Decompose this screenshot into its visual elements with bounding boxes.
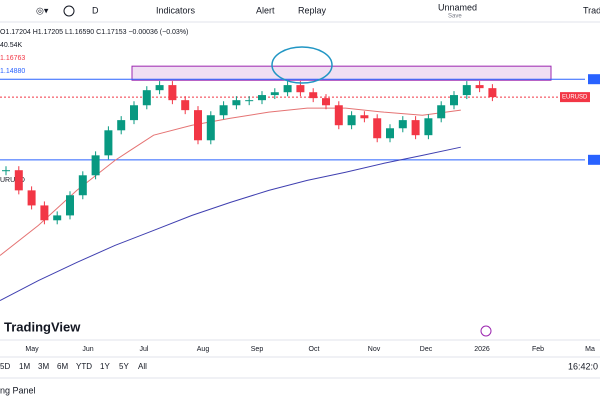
range-button[interactable]: YTD: [76, 362, 92, 371]
candle: [14, 170, 23, 191]
candle: [155, 85, 164, 91]
candle: [450, 95, 458, 106]
time-label: Jun: [82, 346, 93, 353]
candle: [117, 120, 126, 131]
layout-name[interactable]: Unnamed: [438, 2, 477, 12]
level-tag: [588, 154, 600, 165]
candle: [53, 215, 62, 221]
candle: [347, 115, 356, 126]
brand: TradingView: [4, 319, 81, 334]
replay-button[interactable]: Replay: [298, 5, 327, 15]
ohlc-legend: O1.17204 H1.17205 L1.16590 C1.17153 −0.0…: [0, 29, 188, 36]
ma-fast-line: [0, 107, 461, 256]
candle: [424, 118, 433, 136]
candle: [334, 105, 343, 126]
level-tag: [588, 74, 600, 85]
time-label: May: [25, 346, 39, 353]
add-symbol[interactable]: [63, 5, 75, 17]
candle: [219, 105, 228, 116]
candle: [66, 195, 74, 216]
candle: [91, 155, 100, 176]
price-tag: EURUSD: [562, 95, 588, 101]
candle: [283, 85, 292, 93]
indicators-button[interactable]: Indicators: [156, 5, 196, 15]
candle: [309, 92, 318, 99]
range-button[interactable]: 3M: [38, 362, 49, 371]
candle: [373, 118, 382, 139]
candle: [194, 110, 202, 141]
events-icon[interactable]: [480, 325, 492, 337]
price-tag-bg: [560, 92, 590, 103]
range-button[interactable]: 1Y: [100, 362, 110, 371]
range-button[interactable]: 1M: [19, 362, 30, 371]
volume-legend: 40.54K: [0, 42, 23, 49]
candle: [245, 100, 254, 102]
candle: [232, 100, 241, 106]
candle: [2, 170, 10, 172]
candle: [181, 100, 190, 111]
candle: [78, 175, 87, 196]
toolbar: [0, 0, 600, 22]
interval[interactable]: D: [92, 5, 99, 15]
time-label: Nov: [368, 346, 381, 353]
candle: [168, 85, 177, 101]
drawing-circle[interactable]: [271, 46, 333, 84]
range-button[interactable]: 5Y: [119, 362, 129, 371]
candle: [296, 85, 305, 93]
candle: [142, 90, 151, 106]
candle: [475, 85, 484, 89]
trade-button[interactable]: Trad: [583, 5, 600, 15]
candle: [398, 120, 407, 129]
candle: [462, 85, 471, 96]
range-button[interactable]: 6M: [57, 362, 68, 371]
time-label: Aug: [197, 346, 210, 353]
candle: [130, 105, 138, 121]
ma-slow-legend: 1.14880: [0, 68, 25, 75]
time-label: Feb: [532, 346, 544, 353]
time-label: Dec: [420, 346, 433, 353]
candle: [488, 88, 497, 98]
candle: [411, 120, 420, 136]
candle: [27, 190, 36, 206]
symbol-label: URUSD: [0, 177, 25, 184]
candle: [206, 115, 215, 141]
time-label: Oct: [309, 346, 320, 353]
panel-tab[interactable]: ng Panel: [0, 385, 36, 395]
range-button[interactable]: All: [138, 362, 147, 371]
candle: [386, 128, 394, 139]
resistance-zone: [131, 65, 552, 81]
range-button[interactable]: 5D: [0, 362, 10, 371]
candle: [360, 115, 369, 119]
candle: [104, 130, 113, 156]
time-label: Ma: [585, 346, 595, 353]
time-label: Jul: [140, 346, 149, 353]
layout-status: Save: [448, 14, 462, 20]
clock: 16:42:0: [568, 361, 598, 371]
candle: [40, 205, 49, 221]
candle: [437, 105, 446, 119]
time-label: 2026: [474, 346, 490, 353]
ma-fast-legend: 1.16763: [0, 55, 25, 62]
candle: [270, 92, 279, 96]
alert-button[interactable]: Alert: [256, 5, 275, 15]
ma-slow-line: [0, 146, 461, 301]
candle: [322, 98, 330, 106]
candle: [258, 95, 266, 101]
time-label: Sep: [251, 346, 264, 353]
chart-style-icon[interactable]: ◎▾: [36, 5, 49, 15]
